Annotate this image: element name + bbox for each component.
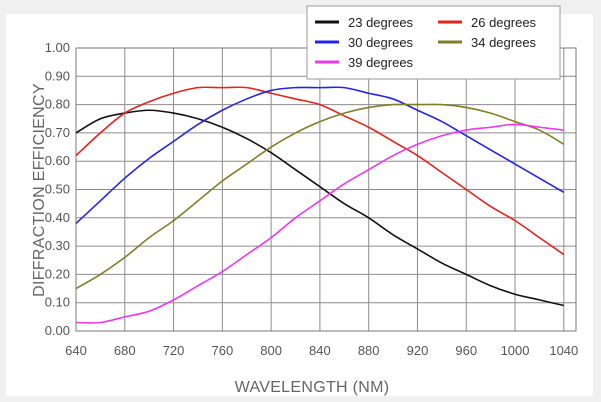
x-tick-label: 680 [114,343,136,358]
y-tick-label: 0.40 [45,210,70,225]
y-tick-label: 0.50 [45,182,70,197]
legend-label-30-degrees: 30 degrees [348,35,414,50]
series-line-34-degrees [75,103,565,290]
x-tick-label: 840 [309,343,331,358]
x-tick-label: 880 [358,343,380,358]
x-tick-label: 1000 [501,343,530,358]
series-line-23-degrees [75,109,564,307]
y-tick-label: 0.90 [45,68,70,83]
y-tick-label: 0.30 [45,238,70,253]
y-axis-title: DIFFRACTION EFFICIENCY [31,83,48,297]
y-tick-label: 0.00 [45,323,70,338]
series-lines [75,86,565,324]
series-line-30-degrees [75,86,565,225]
x-tick-label: 1040 [549,343,578,358]
y-axis-ticks: 0.00 0.10 0.20 0.30 0.40 0.50 0.60 0.70 0.80 0.90… [45,40,70,338]
legend-label-26-degrees: 26 degrees [471,15,537,30]
y-tick-label: 0.60 [45,153,70,168]
series-line-39-degrees [75,123,564,324]
y-tick-label: 0.70 [45,125,70,140]
legend-label-39-degrees: 39 degrees [348,55,414,70]
legend-box [306,5,561,80]
legend-label-34-degrees: 34 degrees [471,35,537,50]
x-tick-label: 800 [260,343,282,358]
x-tick-label: 720 [163,343,185,358]
y-tick-label: 1.00 [45,40,70,55]
y-tick-label: 0.20 [45,266,70,281]
grid [75,47,577,332]
legend-label-23-degrees: 23 degrees [348,15,414,30]
y-tick-label: 0.10 [45,295,70,310]
legend: 23 degrees 26 degrees 30 degrees 34 degrees… [306,5,561,80]
x-tick-label: 960 [455,343,477,358]
x-axis-ticks: 640 680 720 760 800 840 880 920 960 1000 1040 [65,343,578,358]
series-line-26-degrees [75,86,565,256]
x-tick-label: 920 [407,343,429,358]
x-axis-title: WAVELENGTH (NM) [235,379,390,396]
y-tick-label: 0.80 [45,97,70,112]
x-tick-label: 640 [65,343,87,358]
x-tick-label: 760 [211,343,233,358]
